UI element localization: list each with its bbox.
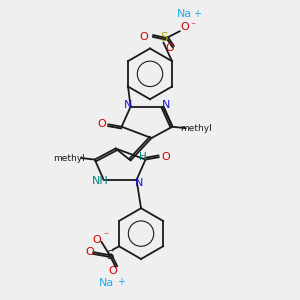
Text: O: O xyxy=(93,235,101,244)
Text: O: O xyxy=(161,152,170,162)
Text: methyl: methyl xyxy=(53,154,85,163)
Text: N: N xyxy=(135,178,144,188)
Text: O: O xyxy=(139,32,148,41)
Text: Na: Na xyxy=(99,278,115,288)
Text: +: + xyxy=(117,277,125,287)
Text: +: + xyxy=(193,8,201,19)
Text: methyl: methyl xyxy=(180,124,212,133)
Text: O: O xyxy=(85,247,94,256)
Text: Na: Na xyxy=(177,9,192,19)
Text: S: S xyxy=(106,249,113,262)
Text: O: O xyxy=(97,119,106,129)
Text: O: O xyxy=(180,22,189,32)
Text: N: N xyxy=(124,100,132,110)
Text: O: O xyxy=(108,266,117,276)
Text: N: N xyxy=(162,100,170,110)
Text: H: H xyxy=(139,152,146,163)
Text: ⁻: ⁻ xyxy=(190,22,195,32)
Text: S: S xyxy=(160,31,168,44)
Text: NH: NH xyxy=(92,176,109,186)
Text: ⁻: ⁻ xyxy=(103,232,109,242)
Text: O: O xyxy=(165,44,174,53)
